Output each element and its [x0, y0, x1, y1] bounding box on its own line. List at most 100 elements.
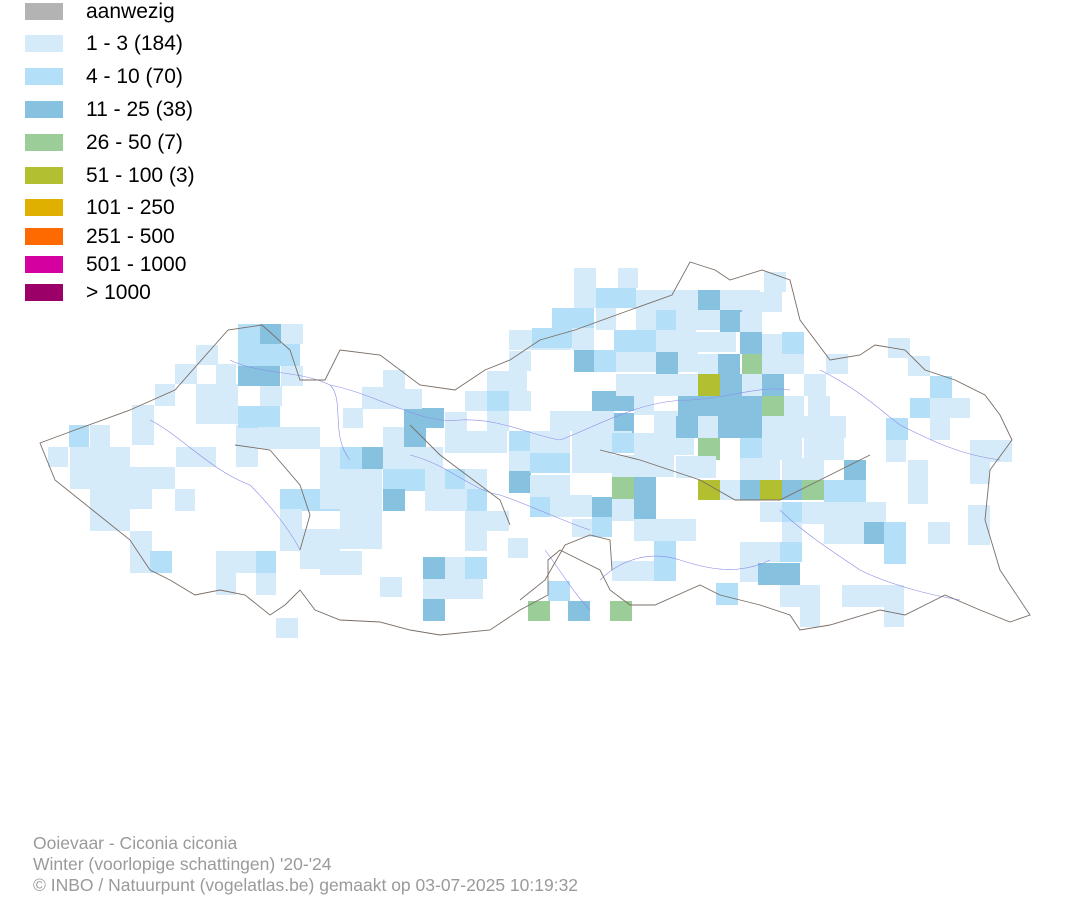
- distribution-map: [39, 261, 1031, 638]
- grid-cell: [509, 451, 531, 471]
- grid-cell: [281, 366, 303, 386]
- grid-cell: [132, 405, 154, 445]
- grid-cell: [594, 350, 616, 372]
- grid-cell: [238, 344, 300, 366]
- legend-swatch: [25, 167, 63, 184]
- grid-cell: [616, 352, 656, 372]
- river-line: [819, 369, 1001, 461]
- grid-cell: [720, 374, 742, 396]
- grid-cell: [888, 338, 910, 358]
- grid-cell: [445, 431, 507, 453]
- grid-cell: [508, 538, 528, 558]
- legend-swatch: [25, 284, 63, 301]
- grid-cell: [842, 585, 904, 607]
- grid-cell: [930, 418, 950, 440]
- grid-cell: [383, 447, 443, 469]
- grid-cell: [884, 605, 904, 627]
- grid-cell: [698, 480, 720, 500]
- grid-cell: [826, 354, 848, 374]
- grid-cell: [130, 531, 152, 573]
- grid-cell: [762, 396, 784, 418]
- grid-cell: [908, 460, 928, 482]
- grid-cell: [636, 310, 656, 330]
- grid-cell: [634, 477, 656, 499]
- legend-label: 4 - 10 (70): [86, 65, 183, 88]
- grid-cell: [804, 374, 826, 396]
- grid-cell: [216, 364, 236, 384]
- grid-cell: [784, 416, 846, 438]
- grid-cell: [552, 308, 594, 330]
- grid-cell: [110, 447, 130, 467]
- grid-cell: [530, 475, 570, 497]
- grid-cell: [445, 557, 467, 579]
- grid-cell: [740, 332, 762, 354]
- grid-cell: [698, 396, 740, 418]
- grid-cell: [762, 334, 784, 354]
- grid-cell: [612, 561, 654, 581]
- grid-cell: [634, 433, 694, 455]
- grid-cell: [930, 398, 970, 418]
- legend-swatch: [25, 3, 63, 20]
- grid-cell: [886, 440, 906, 462]
- legend-label: 1 - 3 (184): [86, 32, 183, 55]
- grid-cell: [740, 438, 762, 460]
- grid-cell: [320, 469, 382, 509]
- grid-cell: [824, 480, 866, 502]
- grid-cell: [176, 447, 216, 467]
- grid-cell: [780, 542, 802, 562]
- grid-cell: [550, 497, 572, 517]
- legend-swatch: [25, 35, 63, 52]
- legend-label: 501 - 1000: [86, 253, 187, 276]
- grid-cell: [383, 370, 405, 390]
- grid-cell: [592, 517, 612, 537]
- grid-cell: [280, 509, 302, 529]
- grid-cell: [487, 391, 509, 411]
- grid-cells: [48, 268, 1012, 638]
- grid-cell: [928, 522, 950, 544]
- species-title: Ooievaar - Ciconia ciconia: [33, 833, 238, 853]
- grid-cell: [610, 601, 632, 621]
- grid-cell: [720, 310, 742, 332]
- grid-cell: [343, 408, 363, 428]
- grid-cell: [614, 330, 656, 352]
- grid-cell: [465, 511, 487, 531]
- grid-cell: [742, 374, 764, 396]
- grid-cell: [465, 531, 487, 551]
- grid-cell: [258, 427, 320, 449]
- grid-cell: [740, 480, 762, 500]
- grid-cell: [340, 509, 382, 531]
- grid-cell: [698, 354, 720, 374]
- grid-cell: [423, 579, 483, 599]
- grid-cell: [780, 585, 820, 607]
- grid-cell: [762, 438, 802, 460]
- grid-cell: [782, 522, 802, 544]
- legend-swatch: [25, 101, 63, 118]
- copyright-line: © INBO / Natuurpunt (vogelatlas.be) gema…: [33, 875, 579, 895]
- grid-cell: [634, 499, 656, 519]
- map-credits: Ooievaar - Ciconia ciconia Winter (voorl…: [33, 833, 578, 896]
- grid-cell: [720, 290, 760, 312]
- grid-cell: [782, 458, 824, 480]
- grid-cell: [886, 418, 908, 440]
- grid-cell: [656, 352, 678, 374]
- grid-cell: [824, 522, 864, 544]
- river-line: [599, 555, 771, 581]
- river-line: [544, 549, 591, 611]
- river-line: [409, 454, 591, 531]
- grid-cell: [762, 352, 782, 374]
- grid-cell: [808, 396, 830, 418]
- grid-cell: [634, 455, 674, 477]
- grid-cell: [574, 268, 596, 308]
- legend-label: 51 - 100 (3): [86, 164, 195, 187]
- grid-cell: [760, 542, 782, 562]
- grid-cell: [908, 356, 930, 376]
- grid-cell: [509, 471, 531, 493]
- grid-cell: [509, 391, 531, 411]
- river-line: [779, 509, 961, 601]
- grid-cell: [487, 511, 509, 531]
- region-border: [39, 261, 1031, 636]
- grid-cell: [654, 541, 676, 581]
- rivers: [149, 359, 1001, 611]
- grid-cell: [804, 438, 844, 460]
- grid-cell: [90, 489, 152, 509]
